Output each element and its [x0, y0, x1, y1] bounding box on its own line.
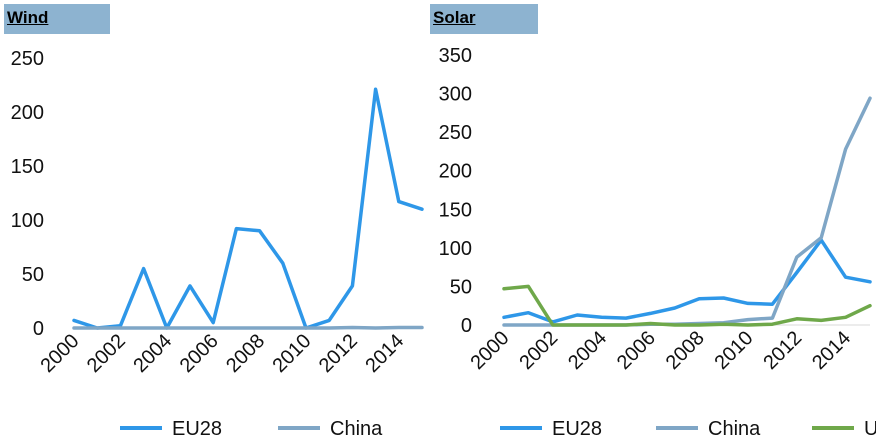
solar-y-tick-label: 50 [450, 276, 472, 298]
wind-y-tick-label: 200 [11, 102, 44, 124]
solar-y-tick-label: 150 [439, 199, 472, 221]
wind-legend-label-eu28: EU28 [172, 418, 222, 439]
solar-x-tick-label: 2008 [662, 327, 709, 374]
solar-x-tick-label: 2004 [564, 327, 611, 374]
solar-y-tick-label: 300 [439, 84, 472, 106]
solar-y-tick-label: 100 [439, 238, 472, 260]
solar-series-usa-line [502, 284, 872, 327]
wind-x-tick-label: 2008 [222, 330, 269, 377]
wind-series-eu28-line [72, 87, 424, 330]
solar-y-tick-label: 350 [439, 45, 472, 67]
wind-x-tick-label: 2014 [361, 330, 408, 377]
wind-legend-label-china: China [330, 418, 383, 439]
solar-x-tick-label: 2010 [711, 327, 758, 374]
solar-legend-label-usa: USA [864, 418, 876, 439]
solar-y-tick-label: 250 [439, 122, 472, 144]
solar-x-tick-label: 2000 [467, 327, 514, 374]
wind-title-box: Wind [4, 4, 110, 34]
wind-panel: Wind 0 50 100 150 200 250 2000 2002 2004 2006 2008… [0, 0, 430, 439]
solar-series-eu28-line [502, 238, 872, 324]
solar-x-tick-label: 2002 [515, 327, 562, 374]
solar-y-tick-label: 200 [439, 161, 472, 183]
solar-y-tick-label: 0 [461, 315, 472, 337]
wind-y-tick-label: 50 [22, 264, 44, 286]
solar-legend-label-eu28: EU28 [552, 418, 602, 439]
wind-x-tick-label: 2002 [83, 330, 130, 377]
solar-series-china-line [502, 96, 872, 327]
wind-series-china-line [72, 325, 424, 330]
solar-x-tick-label: 2012 [759, 327, 806, 374]
wind-y-tick-label: 0 [33, 318, 44, 340]
wind-x-tick-label: 2006 [176, 330, 223, 377]
wind-x-tick-label: 2010 [269, 330, 316, 377]
solar-panel: Solar 0 50 100 150 200 250 300 350 2000 2002 2004 2… [430, 0, 876, 439]
solar-legend-label-china: China [708, 418, 761, 439]
wind-x-tick-label: 2004 [129, 330, 176, 377]
wind-x-tick-label: 2012 [315, 330, 362, 377]
solar-x-tick-label: 2006 [613, 327, 660, 374]
solar-title: Solar [433, 8, 476, 27]
solar-x-tick-label: 2014 [808, 327, 855, 374]
wind-title: Wind [7, 8, 49, 27]
solar-title-box: Solar [430, 4, 538, 34]
wind-y-tick-label: 150 [11, 156, 44, 178]
solar-chart: 0 50 100 150 200 250 300 350 2000 2002 2004 2006 200… [439, 45, 876, 439]
wind-y-tick-label: 100 [11, 210, 44, 232]
wind-y-tick-label: 250 [11, 48, 44, 70]
